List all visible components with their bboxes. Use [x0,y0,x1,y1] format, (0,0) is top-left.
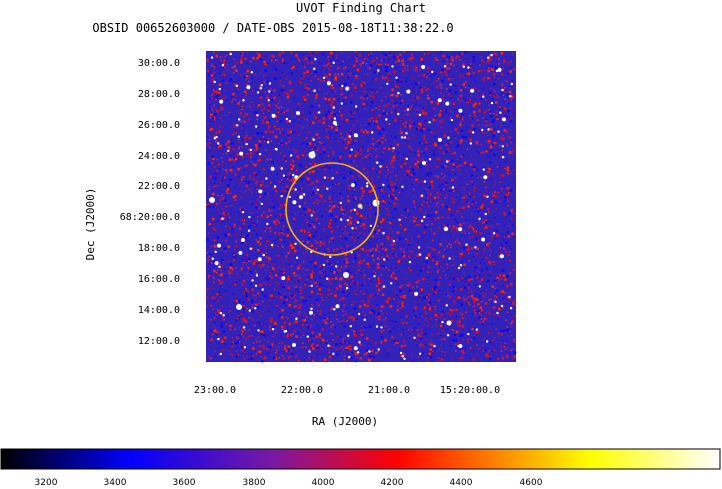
y-tick-label: 12:00.0 [138,336,180,347]
y-tick-label: 24:00.0 [138,151,180,162]
y-axis-label: Dec (J2000) [84,188,97,261]
y-tick-label: 22:00.0 [138,181,180,192]
colorbar-tick-label: 4200 [381,478,404,488]
x-tick-label: 21:00.0 [368,385,410,396]
colorbar-tick-label: 4400 [450,478,473,488]
colorbar-tick-label: 3600 [173,478,196,488]
chart-title: UVOT Finding Chart [296,1,426,15]
noise-layer [206,51,517,363]
colorbar-tick-label: 4000 [312,478,335,488]
x-tick-label: 15:20:00.0 [440,385,500,396]
y-axis-ticks: 30:00.0 28:00.0 26:00.0 24:00.0 22:00.0 68:20… [120,58,180,347]
stars-layer [209,52,513,360]
y-tick-label: 28:00.0 [138,89,180,100]
chart-subtitle: OBSID 00652603000 / DATE-OBS 2015-08-18T… [92,21,453,35]
y-tick-label: 14:00.0 [138,305,180,316]
sky-image [206,51,517,363]
source-region-circle [285,162,379,256]
x-tick-label: 22:00.0 [281,385,323,396]
colorbar [0,448,721,470]
y-tick-label: 18:00.0 [138,243,180,254]
y-tick-label: 16:00.0 [138,274,180,285]
x-tick-label: 23:00.0 [194,385,236,396]
colorbar-tick-label: 3400 [104,478,127,488]
colorbar-tick-label: 3800 [243,478,266,488]
y-tick-label: 68:20:00.0 [120,212,180,223]
y-tick-label: 26:00.0 [138,120,180,131]
y-tick-label: 30:00.0 [138,58,180,69]
colorbar-tick-label: 4600 [520,478,543,488]
colorbar-ticks: 3200 3400 3600 3800 4000 4200 4400 4600 [35,478,543,488]
x-axis-ticks: 23:00.0 22:00.0 21:00.0 15:20:00.0 [194,385,500,396]
x-axis-label: RA (J2000) [312,415,378,428]
source-center-marker [357,203,363,209]
colorbar-tick-label: 3200 [35,478,58,488]
